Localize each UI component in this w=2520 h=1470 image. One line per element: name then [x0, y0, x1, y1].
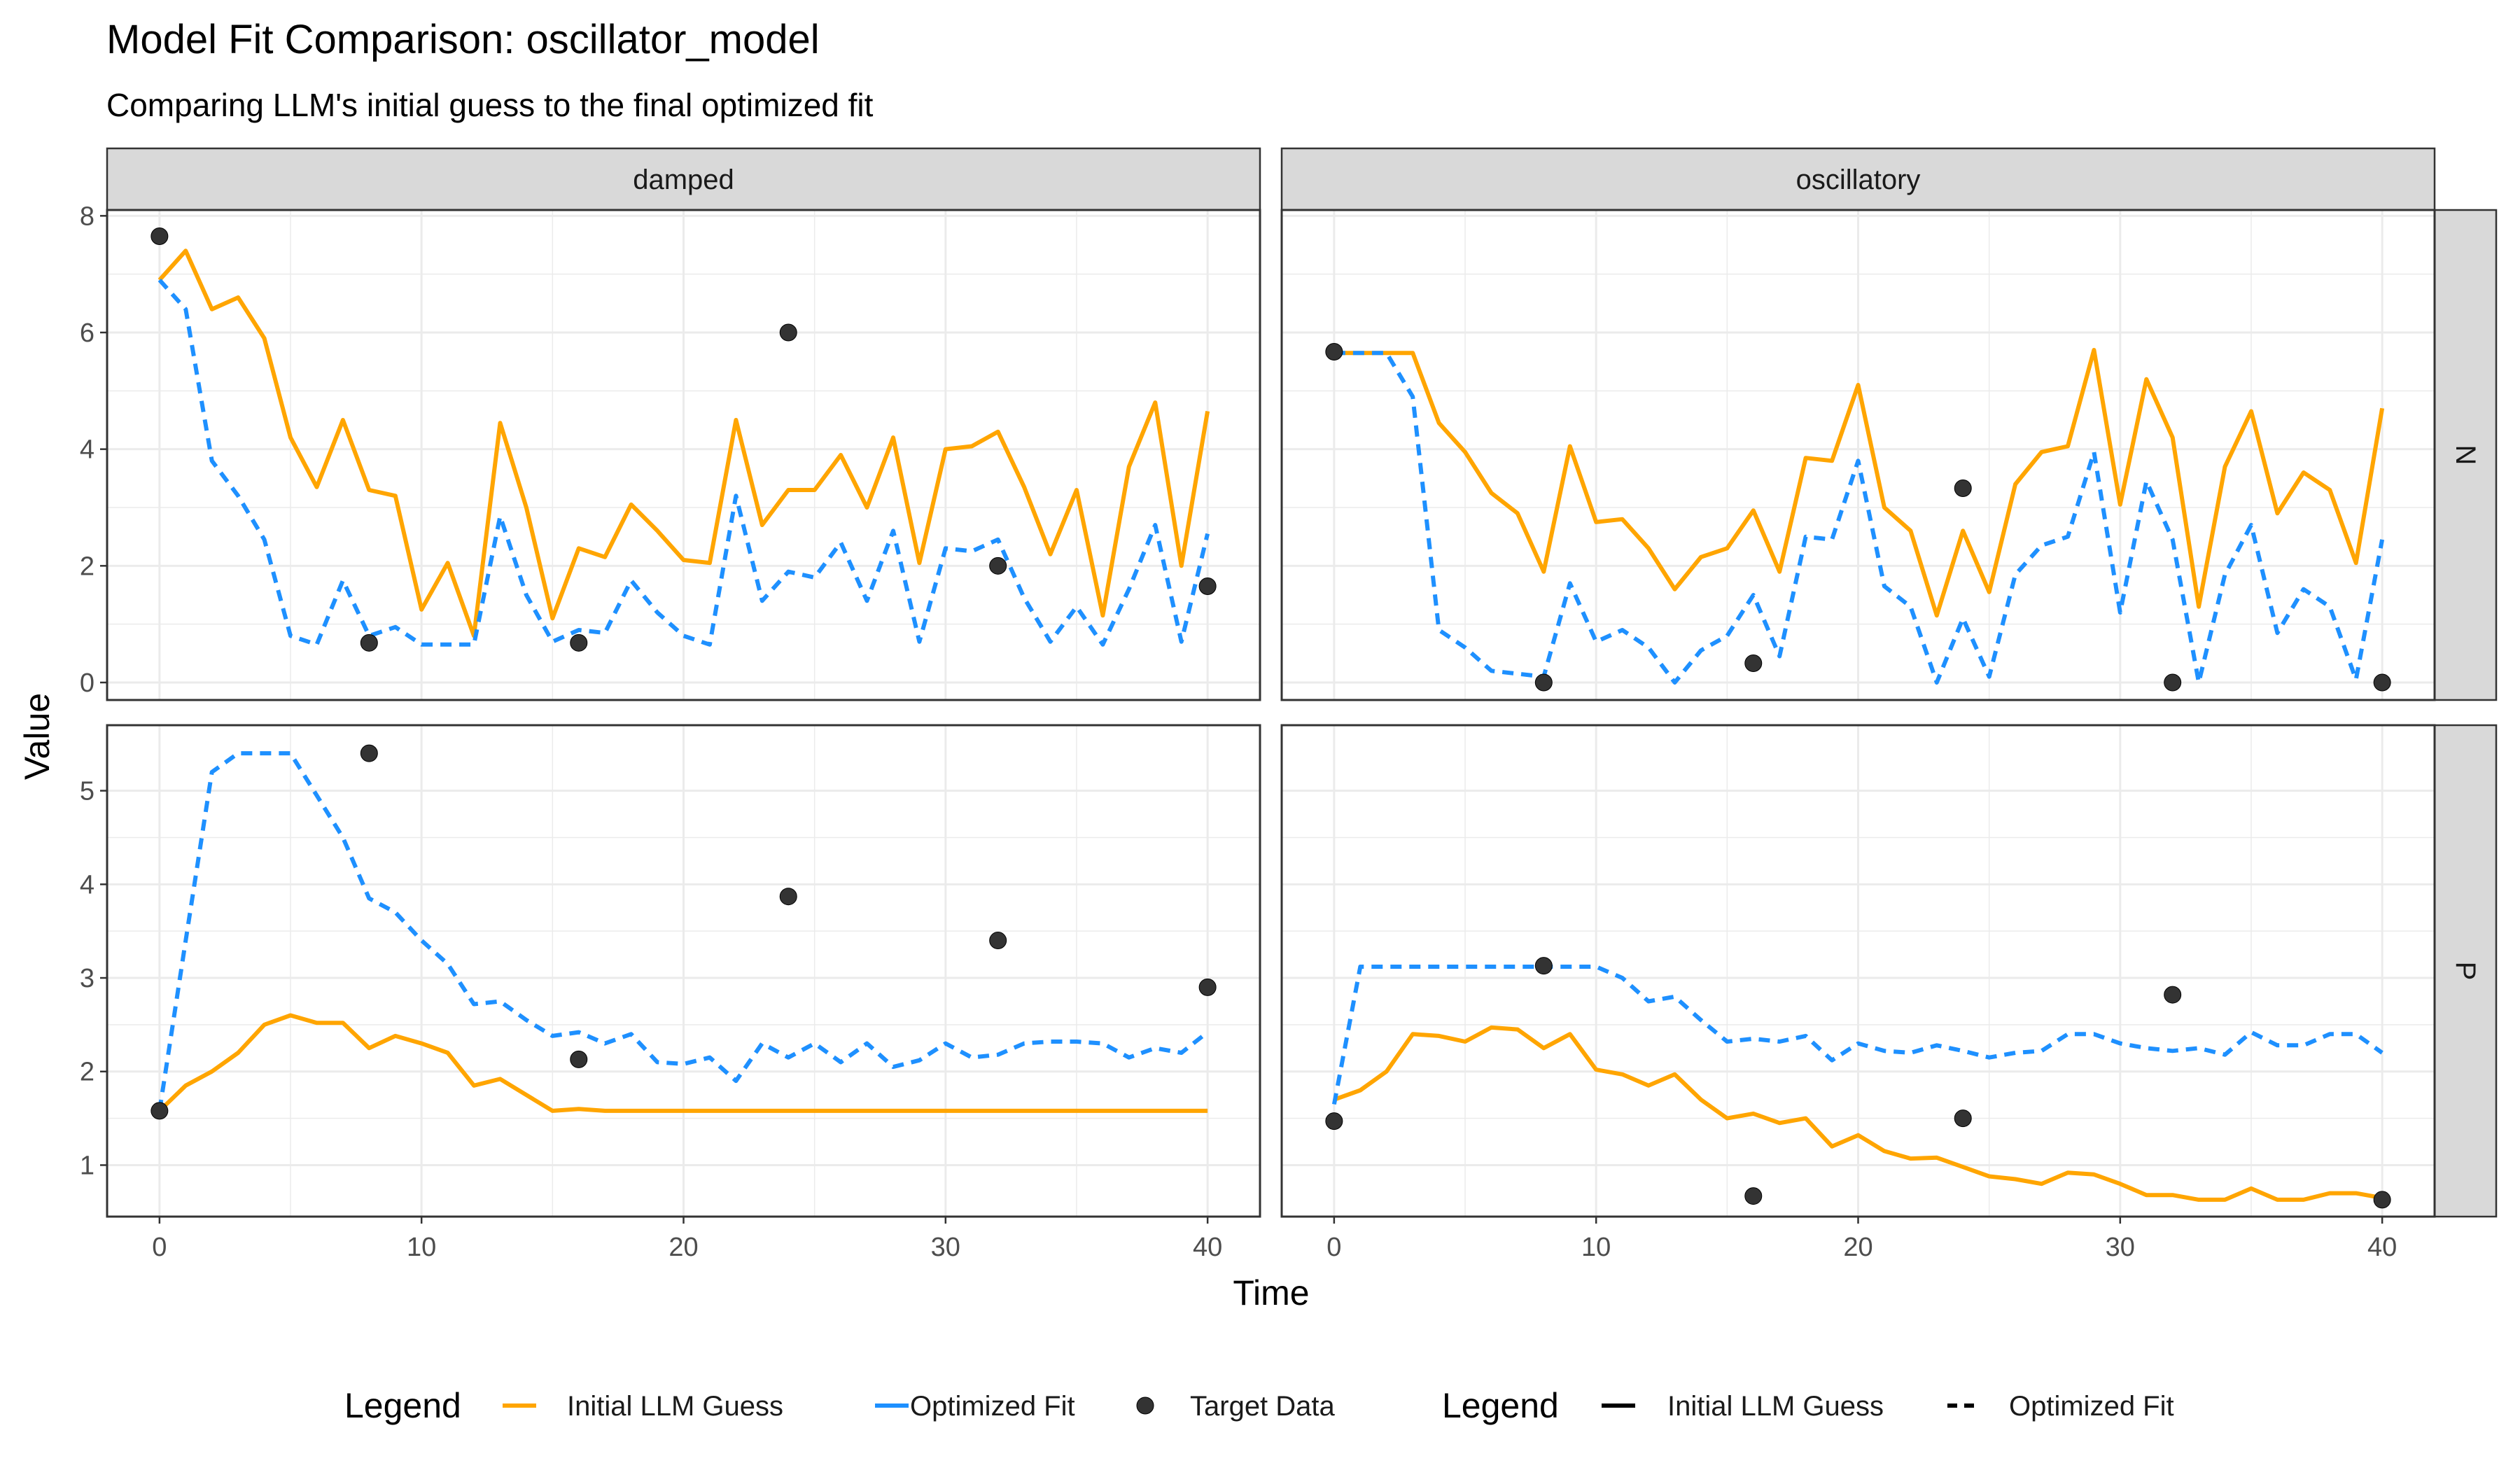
- strip-P: [2433, 724, 2498, 1218]
- y-tick-label: 0: [80, 668, 94, 698]
- x-axis-title: Time: [1233, 1273, 1309, 1312]
- legend-label: Target Data: [1190, 1391, 1336, 1422]
- target-point: [2164, 986, 2182, 1004]
- y-tick-label: 3: [80, 964, 94, 993]
- target-point: [2373, 673, 2391, 692]
- target-point: [989, 932, 1007, 950]
- panel-border: [1280, 209, 2436, 701]
- target-point: [1534, 673, 1553, 692]
- y-tick-label: 6: [80, 318, 94, 348]
- target-point: [1744, 1187, 1763, 1205]
- line-initial-llm-guess: [1333, 1025, 2383, 1202]
- legend-entry: Optimized Fit: [875, 1391, 1075, 1422]
- x-tick-label: 10: [1581, 1233, 1611, 1262]
- x-tick-label: 20: [668, 1233, 698, 1262]
- target-point: [1954, 479, 1972, 497]
- legend-colour: Legend Initial LLM Guess Optimized Fit Targ…: [344, 1386, 1336, 1425]
- panel-damped-N: 0 2 4 6 8: [80, 202, 1261, 701]
- y-axis-title: Value: [18, 693, 57, 780]
- target-point: [1534, 957, 1553, 975]
- line-initial-llm-guess: [158, 1013, 1208, 1113]
- target-point: [570, 1050, 588, 1068]
- target-point: [2373, 1191, 2391, 1209]
- y-tick-label: 4: [80, 870, 94, 899]
- target-point: [1325, 343, 1343, 360]
- legend-linetype: Legend Initial LLM Guess Optimized Fit: [1442, 1386, 2174, 1425]
- x-tick-label: 0: [1326, 1233, 1341, 1262]
- target-point: [2164, 673, 2182, 692]
- line-initial-llm-guess: [1334, 348, 2385, 618]
- target-point: [150, 227, 169, 245]
- y-tick-label: 2: [80, 552, 94, 581]
- x-tick-label: 40: [1193, 1233, 1222, 1262]
- target-point: [1954, 1110, 1972, 1128]
- line-initial-llm-guess: [158, 248, 1210, 638]
- strip-N: [2433, 209, 2498, 701]
- target-point: [1198, 978, 1217, 996]
- strip-label-P: P: [2450, 962, 2481, 981]
- panel-oscillatory-N: [1280, 209, 2436, 701]
- legend-label: Optimized Fit: [2009, 1391, 2174, 1422]
- target-point: [779, 323, 797, 342]
- strip-label-oscillatory: oscillatory: [1796, 164, 1921, 195]
- legend-label: Initial LLM Guess: [1667, 1391, 1884, 1422]
- x-tick-label: 0: [152, 1233, 167, 1262]
- legend-label: Initial LLM Guess: [567, 1391, 783, 1422]
- target-point: [1325, 1112, 1343, 1130]
- legend-entry: Initial LLM Guess: [503, 1391, 783, 1422]
- x-tick-label: 30: [931, 1233, 960, 1262]
- strip-label-N: N: [2450, 445, 2481, 465]
- panel-border: [106, 209, 1261, 701]
- target-point: [989, 556, 1007, 575]
- legend-entry: Optimized Fit: [1947, 1391, 2174, 1422]
- legend-title: Legend: [344, 1386, 461, 1425]
- legend-title: Legend: [1442, 1386, 1559, 1425]
- line-optimized-fit: [157, 751, 1209, 1112]
- target-point: [150, 1102, 169, 1120]
- chart-subtitle: Comparing LLM's initial guess to the fin…: [106, 87, 874, 123]
- target-point: [1198, 578, 1217, 595]
- x-tick-label: 30: [2106, 1233, 2135, 1262]
- legend-entry: Target Data: [1136, 1391, 1336, 1422]
- legend-entry: Initial LLM Guess: [1602, 1391, 1884, 1422]
- x-tick-label: 20: [1843, 1233, 1872, 1262]
- chart-title: Model Fit Comparison: oscillator_model: [106, 17, 820, 62]
- target-point: [570, 634, 588, 652]
- legend-label: Optimized Fit: [910, 1391, 1075, 1422]
- panel-oscillatory-P: 0 10 20 30 40: [1280, 724, 2436, 1262]
- line-optimized-fit: [158, 278, 1210, 647]
- target-point: [1744, 654, 1763, 672]
- strip-oscillatory: [1280, 147, 2436, 211]
- y-tick-label: 1: [80, 1151, 94, 1180]
- panel-damped-P: 1 2 3 4 5 0 10 20 30 40: [80, 724, 1261, 1262]
- strip-label-damped: damped: [633, 164, 734, 195]
- target-point: [360, 634, 378, 652]
- y-tick-label: 2: [80, 1058, 94, 1087]
- y-tick-label: 8: [80, 202, 94, 231]
- y-tick-label: 4: [80, 435, 94, 465]
- x-tick-label: 40: [2367, 1233, 2397, 1262]
- strip-damped: [106, 147, 1261, 211]
- target-point: [779, 888, 797, 906]
- legend: Legend Initial LLM Guess Optimized Fit Targ…: [344, 1386, 2174, 1425]
- x-tick-label: 10: [407, 1233, 436, 1262]
- line-optimized-fit: [1331, 965, 2384, 1105]
- legend-key-target: [1136, 1396, 1154, 1415]
- y-tick-label: 5: [80, 777, 94, 806]
- target-point: [360, 744, 378, 762]
- line-optimized-fit: [1334, 351, 2385, 685]
